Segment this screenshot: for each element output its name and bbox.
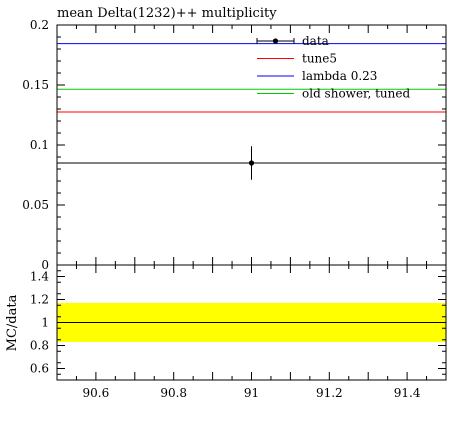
legend-marker [272, 38, 279, 44]
main-plot-frame [56, 24, 447, 266]
legend-label: data [302, 34, 329, 48]
legend: data tune5 lambda 0.23 old shower, tuned [256, 34, 410, 101]
main-y-tick-label: 0.05 [22, 198, 49, 212]
x-tick-label: 90.6 [83, 386, 110, 400]
legend-item: old shower, tuned [257, 87, 410, 101]
main-y-tick-label: 0.1 [30, 138, 49, 152]
legend-label: lambda 0.23 [302, 69, 377, 83]
data-point [248, 160, 255, 166]
ratio-panel: 0.6 0.8 1 1.2 1.4 MC/data [5, 264, 447, 381]
ratio-y-tick-label: 1.2 [30, 293, 49, 307]
legend-item: tune5 [257, 52, 337, 66]
ratio-y-tick-label: 1.4 [30, 270, 49, 284]
main-panel: 0 0.05 0.1 0.15 0.2 [22, 18, 447, 272]
legend-item: lambda 0.23 [257, 69, 377, 83]
x-axis-tick-labels: 90.6 90.8 91 91.2 91.4 [83, 386, 421, 400]
main-y-tick-label: 0.2 [30, 18, 49, 32]
ratio-y-tick-label: 0.6 [30, 362, 49, 376]
legend-item: data [256, 34, 329, 48]
x-tick-label: 91 [244, 386, 259, 400]
legend-label: tune5 [302, 52, 337, 66]
ratio-y-axis-label: MC/data [5, 294, 20, 351]
chart-title: mean Delta(1232)++ multiplicity [57, 6, 277, 21]
ratio-y-tick-label: 1 [41, 316, 49, 330]
legend-label: old shower, tuned [302, 87, 410, 101]
x-tick-label: 90.8 [160, 386, 187, 400]
ratio-y-tick-label: 0.8 [30, 339, 49, 353]
x-tick-label: 91.4 [394, 386, 421, 400]
main-y-tick-label: 0 [41, 258, 49, 272]
x-tick-label: 91.2 [316, 386, 343, 400]
main-y-tick-label: 0.15 [22, 78, 49, 92]
